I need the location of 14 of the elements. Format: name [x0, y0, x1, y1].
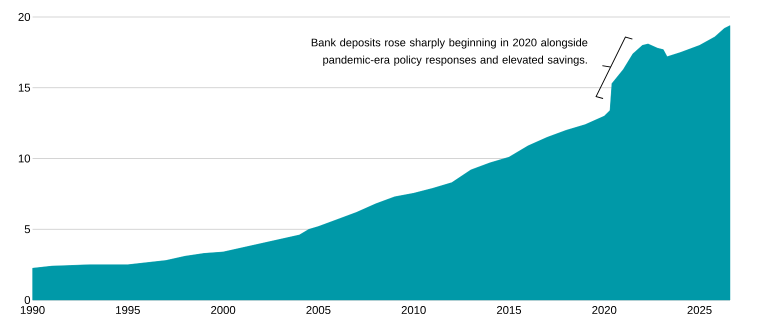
y-tick-label: 0: [24, 296, 30, 304]
x-tick-label: 1995: [116, 306, 140, 314]
annotation: Bank deposits rose sharply beginning in 2020 alongside pandemic-era policy responses and elevated savings.: [312, 38, 588, 66]
x-tick-label: 2000: [211, 306, 236, 314]
y-tick-label: 10: [18, 154, 30, 162]
x-tick-label: 2015: [496, 306, 522, 314]
y-tick-label: 15: [18, 84, 30, 92]
x-tick-label: 2020: [592, 306, 616, 314]
x-tick-label: 2025: [688, 306, 712, 314]
x-tick-label: 2005: [306, 306, 330, 314]
y-tick-label: 5: [24, 225, 30, 234]
x-tick-label: 1990: [20, 306, 45, 314]
y-tick-label: 20: [18, 13, 30, 21]
x-tick-label: 2010: [402, 306, 426, 314]
